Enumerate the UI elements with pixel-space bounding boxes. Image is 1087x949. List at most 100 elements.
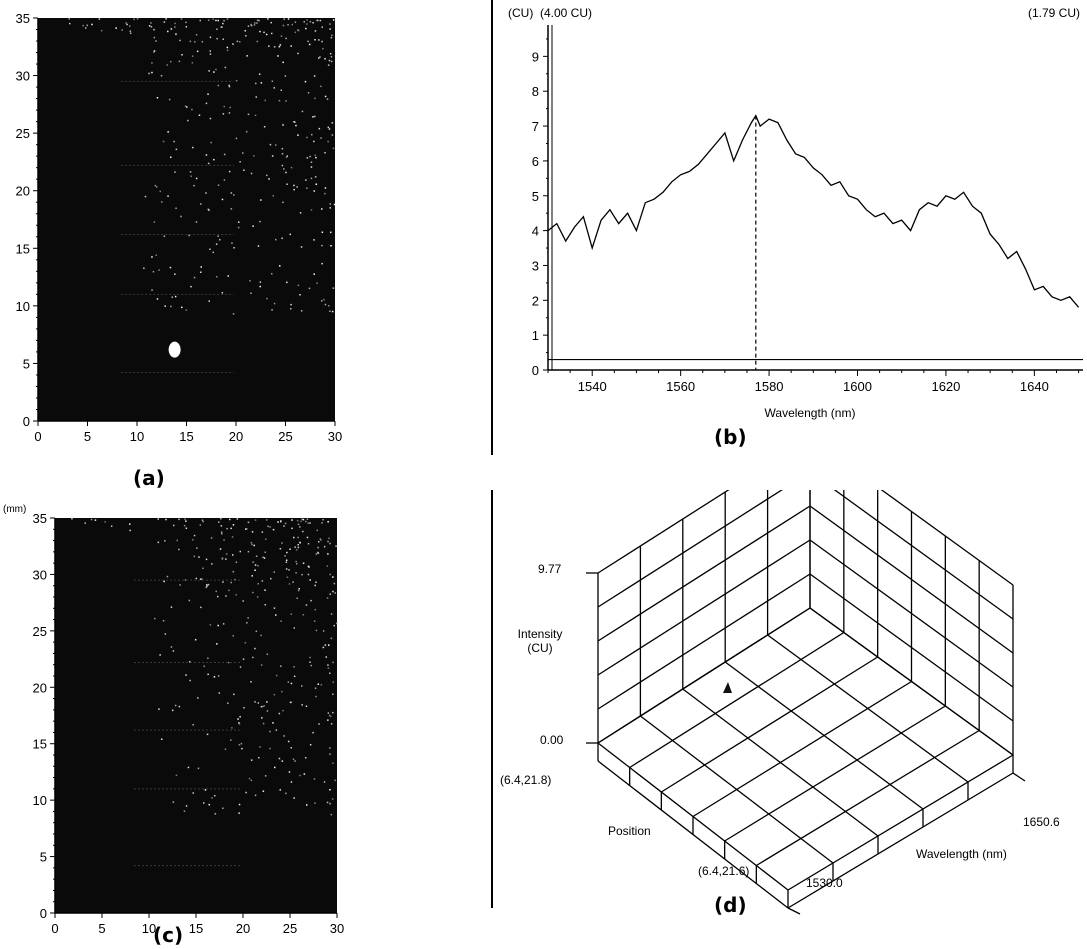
map-speckle: [271, 32, 273, 35]
map-speckle: [313, 75, 316, 77]
map-speckle: [334, 592, 336, 594]
map-speckle: [228, 589, 230, 592]
map-speckle: [200, 203, 202, 205]
map-speckle: [94, 519, 97, 521]
panel-d-3d: 9.77 0.00 Intensity (CU) (6.4,21.8) Posi…: [491, 490, 1060, 917]
map-speckle: [207, 657, 209, 659]
map-speckle: [318, 541, 320, 543]
map-speckle: [328, 128, 331, 130]
map-speckle: [240, 742, 243, 745]
d-z-top-label: 9.77: [538, 562, 562, 576]
map-speckle: [260, 664, 263, 666]
map-speckle: [318, 39, 320, 41]
map-speckle: [254, 647, 256, 650]
map-speckle: [222, 623, 225, 625]
map-speckle: [225, 595, 227, 597]
map-speckle: [226, 18, 229, 20]
map-speckle: [321, 262, 323, 265]
map-speckle: [270, 21, 272, 24]
map-speckle: [319, 538, 322, 540]
map-speckle: [305, 705, 308, 707]
map-speckle: [229, 518, 231, 521]
map-speckle: [242, 658, 245, 660]
panel-a-speckle: [68, 18, 336, 374]
map-speckle: [243, 707, 245, 709]
map-speckle: [172, 650, 175, 652]
map-speckle: [238, 722, 240, 724]
map-speckle: [290, 613, 292, 615]
map-y-tick-label: 30: [33, 567, 47, 582]
spectrum-x-label: Wavelength (nm): [765, 406, 856, 420]
map-speckle: [265, 538, 267, 540]
spectrum-y-tick-label: 1: [532, 328, 539, 343]
map-speckle: [244, 642, 247, 644]
map-speckle: [215, 19, 217, 22]
map-speckle: [257, 565, 259, 567]
d-position-start-label: (6.4,21.8): [500, 773, 551, 787]
panel-d-peak-marker: [723, 682, 732, 693]
map-x-tick-label: 5: [84, 429, 91, 444]
map-speckle: [211, 563, 213, 565]
map-speckle: [238, 803, 241, 806]
map-speckle: [306, 19, 308, 21]
map-speckle: [283, 735, 285, 737]
map-speckle: [189, 679, 191, 682]
map-speckle: [333, 203, 336, 206]
map-speckle: [275, 238, 277, 241]
map-speckle: [214, 795, 216, 797]
map-speckle: [222, 22, 224, 25]
map-speckle: [301, 685, 303, 687]
map-speckle: [304, 80, 307, 83]
map-speckle: [308, 566, 310, 568]
map-speckle: [196, 547, 198, 549]
map-speckle: [327, 64, 330, 66]
map-speckle: [285, 559, 288, 561]
map-speckle: [189, 171, 192, 173]
map-speckle: [250, 779, 253, 782]
map-speckle: [250, 292, 252, 294]
map-speckle: [192, 146, 194, 149]
map-speckle: [329, 802, 331, 805]
map-speckle: [305, 179, 307, 181]
map-speckle: [163, 235, 166, 237]
map-speckle: [223, 19, 225, 22]
panel-c-map-area: [55, 518, 337, 913]
map-speckle: [208, 803, 210, 806]
map-speckle: [323, 781, 326, 783]
map-speckle: [153, 28, 155, 31]
map-speckle: [251, 531, 254, 533]
map-speckle: [175, 774, 178, 777]
map-speckle: [226, 527, 228, 530]
map-speckle: [329, 53, 332, 55]
map-speckle: [222, 38, 224, 40]
map-speckle: [291, 519, 293, 521]
map-speckle: [263, 31, 265, 34]
map-speckle: [262, 790, 265, 792]
map-speckle: [282, 24, 285, 27]
map-speckle: [203, 802, 205, 804]
map-speckle: [233, 194, 235, 196]
map-speckle: [271, 309, 273, 311]
map-speckle: [227, 661, 230, 664]
map-speckle: [285, 171, 287, 174]
map-speckle: [187, 119, 189, 122]
map-speckle: [300, 246, 303, 248]
map-speckle: [252, 591, 254, 594]
map-speckle: [181, 54, 183, 56]
map-speckle: [329, 542, 331, 545]
map-speckle: [310, 166, 313, 168]
map-speckle: [189, 661, 191, 663]
map-speckle: [209, 248, 211, 250]
map-speckle: [213, 71, 215, 73]
map-speckle: [267, 18, 269, 20]
map-speckle: [247, 113, 250, 116]
map-speckle: [248, 777, 251, 780]
map-speckle: [317, 551, 319, 554]
map-speckle: [232, 43, 234, 45]
map-speckle: [306, 136, 308, 139]
spectrum-y-tick-label: 6: [532, 154, 539, 169]
map-speckle: [235, 594, 237, 596]
map-speckle: [329, 672, 331, 674]
map-speckle: [302, 518, 305, 521]
map-x-tick-label: 25: [283, 921, 297, 936]
